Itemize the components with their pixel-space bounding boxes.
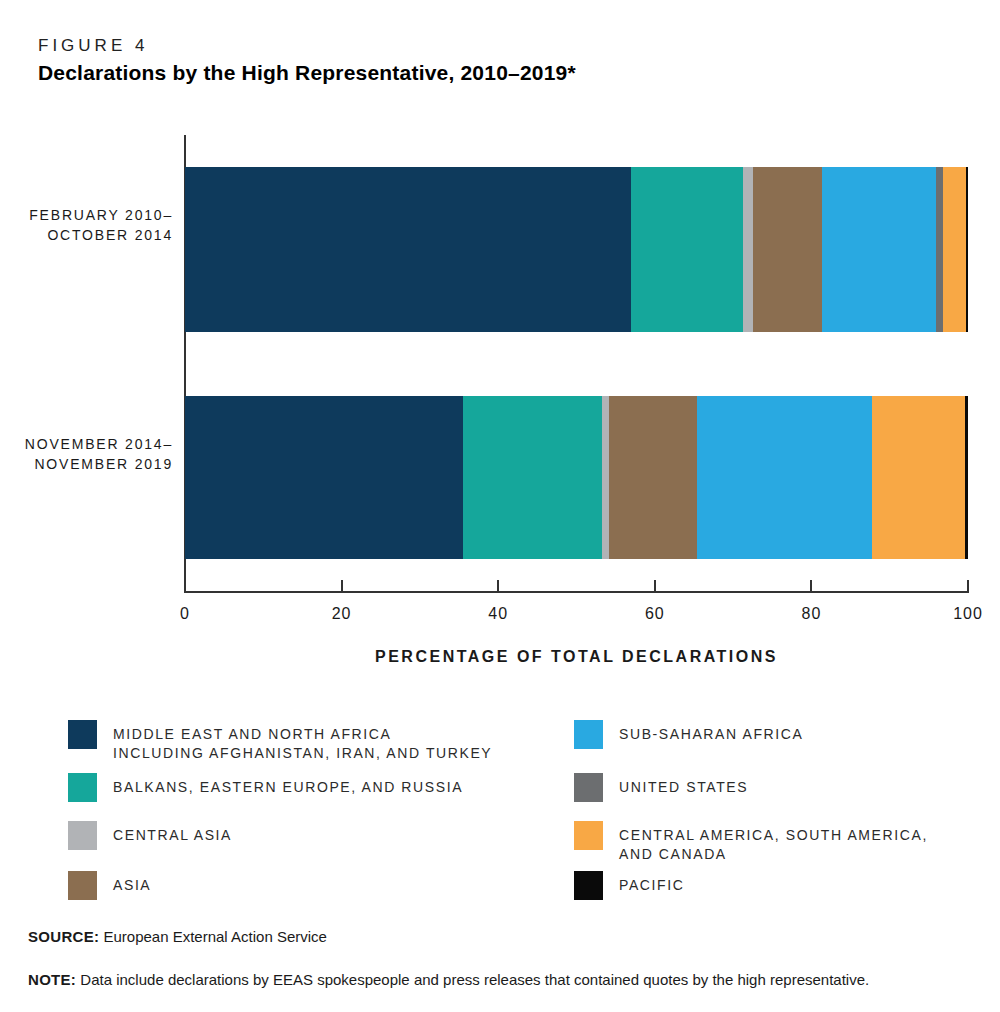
legend-swatch-icon xyxy=(68,773,97,802)
figure-title: Declarations by the High Representative,… xyxy=(38,61,576,85)
legend-swatch-icon xyxy=(68,720,97,749)
tick-label: 60 xyxy=(645,605,665,623)
bar-segment xyxy=(697,396,872,559)
bar-segment xyxy=(936,167,943,332)
bar-row-feb2010-oct2014 xyxy=(185,167,968,332)
bar-segment xyxy=(185,396,463,559)
figure-label: FIGURE 4 xyxy=(38,36,148,56)
legend-label: MIDDLE EAST AND NORTH AFRICAINCLUDING AF… xyxy=(113,720,492,763)
tick-mark xyxy=(810,580,812,591)
note-label: NOTE: xyxy=(28,971,76,988)
bar-segment xyxy=(966,167,968,332)
legend-swatch-icon xyxy=(68,871,97,900)
tick-mark xyxy=(654,580,656,591)
source-label: SOURCE: xyxy=(28,928,99,945)
legend-swatch-icon xyxy=(574,773,603,802)
legend-label: SUB-SAHARAN AFRICA xyxy=(619,720,803,744)
category-label-line: NOVEMBER 2019 xyxy=(0,454,173,474)
bar-segment xyxy=(602,396,609,559)
tick-label: 80 xyxy=(801,605,821,623)
bar-segment xyxy=(965,396,968,559)
legend-label: BALKANS, EASTERN EUROPE, AND RUSSIA xyxy=(113,773,463,797)
legend-swatch-icon xyxy=(68,821,97,850)
tick-mark xyxy=(497,580,499,591)
category-label-line: NOVEMBER 2014– xyxy=(0,434,173,454)
x-axis-line xyxy=(184,591,969,593)
legend-label: CENTRAL AMERICA, SOUTH AMERICA,AND CANAD… xyxy=(619,821,928,864)
tick-label: 40 xyxy=(488,605,508,623)
legend-item: CENTRAL ASIA xyxy=(68,821,232,850)
bar-segment xyxy=(872,396,965,559)
tick-label: 20 xyxy=(332,605,352,623)
note-text: Data include declarations by EEAS spokes… xyxy=(80,971,869,988)
bar-segment xyxy=(822,167,936,332)
legend-item: CENTRAL AMERICA, SOUTH AMERICA,AND CANAD… xyxy=(574,821,928,864)
tick-mark xyxy=(341,580,343,591)
legend-swatch-icon xyxy=(574,821,603,850)
legend-item: ASIA xyxy=(68,871,151,900)
tick-mark xyxy=(967,580,969,591)
bar-segment xyxy=(943,167,966,332)
tick-label: 0 xyxy=(180,605,190,623)
category-label: NOVEMBER 2014–NOVEMBER 2019 xyxy=(0,434,173,474)
plot-area: 020406080100 xyxy=(185,120,968,680)
note-line: NOTE: Data include declarations by EEAS … xyxy=(28,971,869,988)
legend-label: ASIA xyxy=(113,871,151,895)
category-label-line: FEBRUARY 2010– xyxy=(0,205,173,225)
category-label: FEBRUARY 2010–OCTOBER 2014 xyxy=(0,205,173,245)
bar-segment xyxy=(631,167,743,332)
source-line: SOURCE: European External Action Service xyxy=(28,928,327,945)
x-axis-title: PERCENTAGE OF TOTAL DECLARATIONS xyxy=(185,648,968,666)
bar-segment xyxy=(743,167,753,332)
legend-item: BALKANS, EASTERN EUROPE, AND RUSSIA xyxy=(68,773,463,802)
bar-row-nov2014-nov2019 xyxy=(185,396,968,559)
legend-swatch-icon xyxy=(574,720,603,749)
bar-segment xyxy=(463,396,602,559)
legend-item: PACIFIC xyxy=(574,871,684,900)
category-label-line: OCTOBER 2014 xyxy=(0,225,173,245)
legend-item: SUB-SAHARAN AFRICA xyxy=(574,720,803,749)
legend-item: MIDDLE EAST AND NORTH AFRICAINCLUDING AF… xyxy=(68,720,492,763)
chart: 020406080100 FEBRUARY 2010–OCTOBER 2014 … xyxy=(0,120,1000,680)
bar-segment xyxy=(185,167,631,332)
legend-label: PACIFIC xyxy=(619,871,684,895)
legend: MIDDLE EAST AND NORTH AFRICAINCLUDING AF… xyxy=(0,700,1000,910)
source-text: European External Action Service xyxy=(103,928,326,945)
bar-segment xyxy=(609,396,697,559)
bar-segment xyxy=(753,167,822,332)
legend-item: UNITED STATES xyxy=(574,773,748,802)
legend-label: UNITED STATES xyxy=(619,773,748,797)
legend-swatch-icon xyxy=(574,871,603,900)
tick-label: 100 xyxy=(953,605,983,623)
legend-label: CENTRAL ASIA xyxy=(113,821,232,845)
